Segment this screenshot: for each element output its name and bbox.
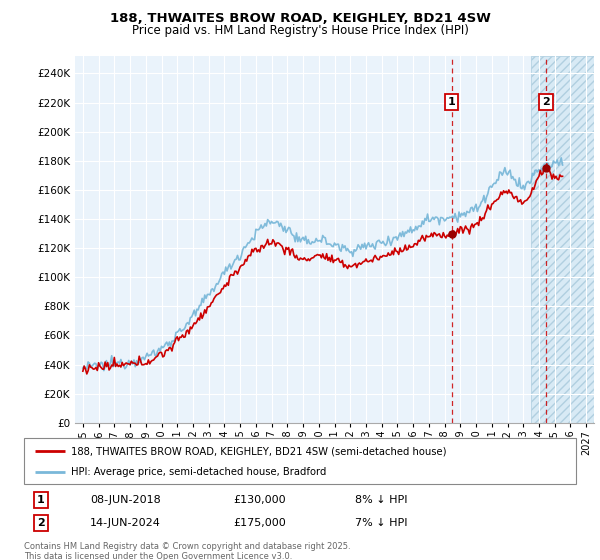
Text: 08-JUN-2018: 08-JUN-2018 [90,494,161,505]
Text: 7% ↓ HPI: 7% ↓ HPI [355,518,408,528]
Bar [531,56,594,423]
Text: HPI: Average price, semi-detached house, Bradford: HPI: Average price, semi-detached house,… [71,468,326,478]
Text: 8% ↓ HPI: 8% ↓ HPI [355,494,408,505]
Text: 2: 2 [542,97,550,107]
Bar [531,56,594,423]
Text: 2: 2 [37,518,44,528]
Text: 14-JUN-2024: 14-JUN-2024 [90,518,161,528]
Text: 1: 1 [37,494,44,505]
Text: 188, THWAITES BROW ROAD, KEIGHLEY, BD21 4SW: 188, THWAITES BROW ROAD, KEIGHLEY, BD21 … [110,12,490,25]
Text: £130,000: £130,000 [234,494,286,505]
Text: 1: 1 [448,97,455,107]
Text: £175,000: £175,000 [234,518,287,528]
Text: Price paid vs. HM Land Registry's House Price Index (HPI): Price paid vs. HM Land Registry's House … [131,24,469,36]
Text: 188, THWAITES BROW ROAD, KEIGHLEY, BD21 4SW (semi-detached house): 188, THWAITES BROW ROAD, KEIGHLEY, BD21 … [71,446,446,456]
Text: Contains HM Land Registry data © Crown copyright and database right 2025.
This d: Contains HM Land Registry data © Crown c… [24,542,350,560]
